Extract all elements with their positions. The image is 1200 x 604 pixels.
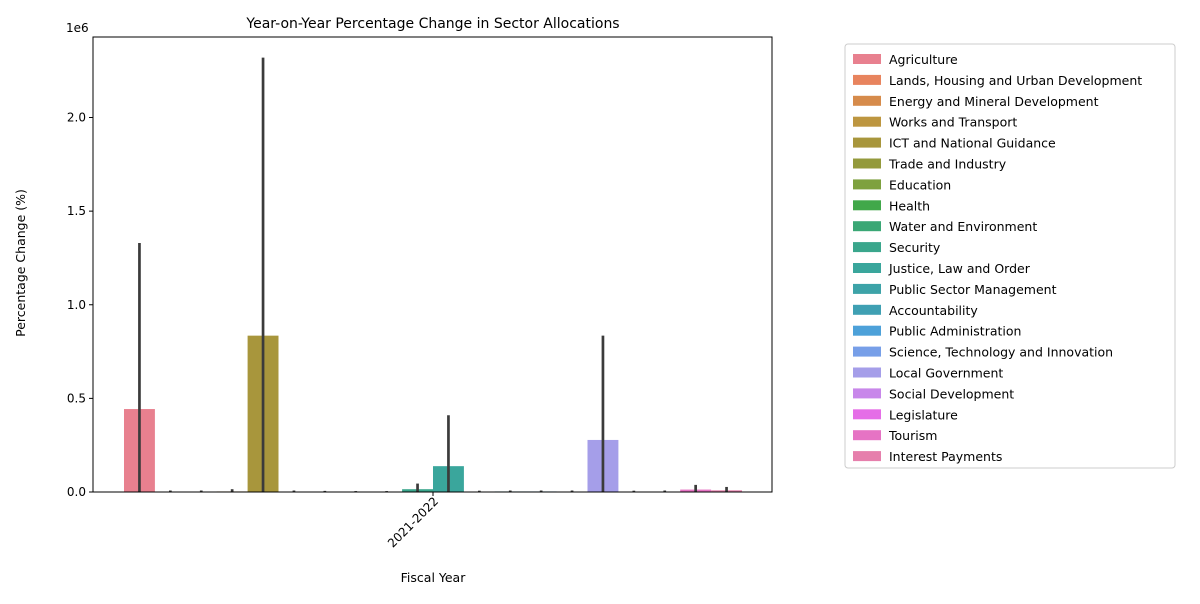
error-bars-layer <box>139 58 726 492</box>
legend-label-14: Science, Technology and Innovation <box>889 345 1113 360</box>
legend-label-15: Local Government <box>889 366 1003 381</box>
axes-layer: 0.0 0.5 1.0 1.5 2.0 2021-2022 <box>67 37 772 550</box>
legend-swatch-7 <box>853 200 881 210</box>
y-tick-label-1: 0.5 <box>67 391 86 405</box>
legend-label-1: Lands, Housing and Urban Development <box>889 73 1142 88</box>
legend-swatch-0 <box>853 54 881 64</box>
legend-swatch-12 <box>853 305 881 315</box>
legend-swatch-2 <box>853 96 881 106</box>
legend-label-6: Education <box>889 177 951 192</box>
legend-label-18: Tourism <box>888 428 937 443</box>
x-tick-label-0: 2021-2022 <box>385 494 441 550</box>
legend-swatch-4 <box>853 138 881 148</box>
legend-swatch-14 <box>853 347 881 357</box>
legend-label-2: Energy and Mineral Development <box>889 94 1099 109</box>
legend-label-13: Public Administration <box>889 324 1021 339</box>
y-tick-label-0: 0.0 <box>67 485 86 499</box>
legend-swatch-19 <box>853 451 881 461</box>
legend-swatch-8 <box>853 221 881 231</box>
legend-label-8: Water and Environment <box>889 219 1037 234</box>
legend-swatch-9 <box>853 242 881 252</box>
legend-label-19: Interest Payments <box>889 449 1002 464</box>
y-tick-label-2: 1.0 <box>67 298 86 312</box>
legend-label-16: Social Development <box>889 386 1014 401</box>
plot-frame <box>93 37 772 492</box>
y-axis-label: Percentage Change (%) <box>13 189 28 337</box>
legend-swatch-16 <box>853 388 881 398</box>
x-axis-label: Fiscal Year <box>401 570 467 585</box>
legend-label-11: Public Sector Management <box>889 282 1057 297</box>
legend-swatch-10 <box>853 263 881 273</box>
y-tick-label-4: 2.0 <box>67 111 86 125</box>
legend-label-3: Works and Transport <box>889 115 1017 130</box>
legend-label-17: Legislature <box>889 407 958 422</box>
legend-label-12: Accountability <box>889 303 978 318</box>
legend-swatch-6 <box>853 179 881 189</box>
chart-title: Year-on-Year Percentage Change in Sector… <box>245 16 619 32</box>
legend-label-4: ICT and National Guidance <box>889 136 1056 151</box>
legend-label-9: Security <box>889 240 941 255</box>
y-tick-label-3: 1.5 <box>67 204 86 218</box>
legend-swatch-18 <box>853 430 881 440</box>
legend-swatch-17 <box>853 409 881 419</box>
bars-layer <box>124 336 742 492</box>
legend-swatch-13 <box>853 326 881 336</box>
legend-label-7: Health <box>889 198 930 213</box>
legend-swatch-1 <box>853 75 881 85</box>
legend-label-5: Trade and Industry <box>888 157 1007 172</box>
legend-swatch-3 <box>853 117 881 127</box>
legend-swatch-15 <box>853 368 881 378</box>
legend: Agriculture Lands, Housing and Urban Deve… <box>845 44 1175 468</box>
legend-swatch-11 <box>853 284 881 294</box>
legend-label-10: Justice, Law and Order <box>888 261 1031 276</box>
legend-label-0: Agriculture <box>889 52 958 67</box>
legend-swatch-5 <box>853 159 881 169</box>
y-axis-multiplier: 1e6 <box>66 21 89 35</box>
